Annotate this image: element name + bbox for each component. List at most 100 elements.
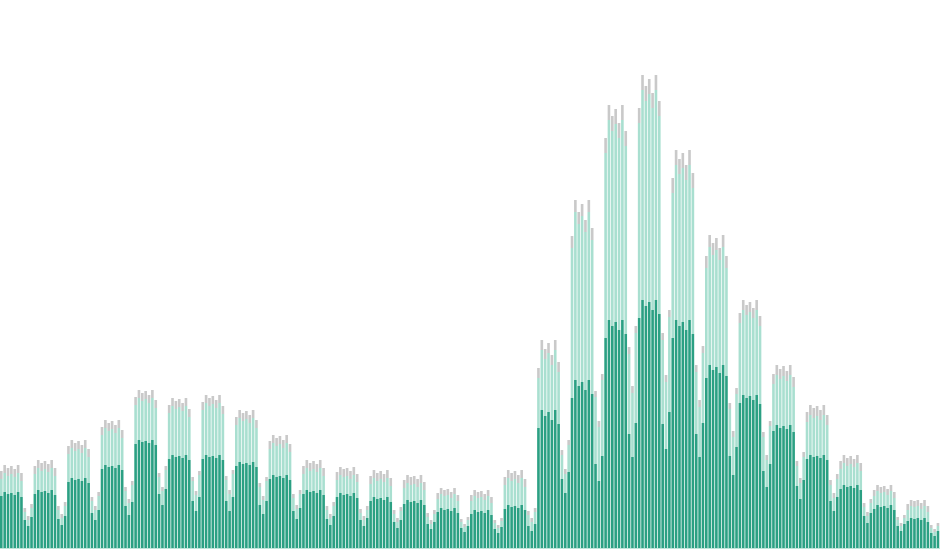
bar-segment-gray <box>782 366 785 376</box>
bar-segment-light <box>231 474 235 497</box>
bar-segment-light <box>728 409 732 456</box>
bar-segment-dark <box>134 444 137 548</box>
bar-segment-light <box>228 494 231 511</box>
bar-segment-gray <box>600 374 604 380</box>
bar-segment-light <box>694 372 698 434</box>
bar-segment-light <box>208 406 211 457</box>
bar-segment-light <box>94 510 97 520</box>
bar-segment-dark <box>3 492 6 548</box>
bar-segment-dark <box>26 526 30 548</box>
bar-segment-light <box>835 479 839 497</box>
bar-segment-gray <box>792 377 795 387</box>
bar-segment-light <box>171 406 174 455</box>
bar-segment-dark <box>825 460 829 548</box>
bar-segment-gray <box>543 349 547 359</box>
bar-segment-dark <box>772 431 775 548</box>
bar-segment-light <box>778 379 782 428</box>
bar-segment-gray <box>795 461 799 466</box>
bar-segment-gray <box>174 401 178 409</box>
bar-segment-dark <box>362 526 366 548</box>
bar-segment-light <box>684 180 688 330</box>
bar-segment-light <box>527 515 530 526</box>
bar-segment-light <box>567 445 570 472</box>
bar-segment-dark <box>913 519 916 548</box>
bar-segment-dark <box>167 459 171 548</box>
bar-segment-gray <box>705 256 708 268</box>
bar-segment-gray <box>607 105 611 120</box>
bar-segment-light <box>275 446 278 477</box>
bar-segment-gray <box>664 375 668 382</box>
bar-segment-dark <box>503 509 507 548</box>
bar-segment-dark <box>83 478 87 548</box>
bar-segment-light <box>399 511 403 520</box>
bar-segment-gray <box>443 490 446 496</box>
bar-segment-gray <box>379 471 382 479</box>
bar-segment-dark <box>671 338 675 548</box>
bar-segment-gray <box>463 524 466 527</box>
bar-segment-dark <box>496 533 500 548</box>
bar-segment-gray <box>449 492 453 498</box>
bar-segment-gray <box>594 391 597 397</box>
bar-segment-dark <box>520 505 523 548</box>
bar-segment-light <box>218 403 221 455</box>
bar-segment-gray <box>211 396 215 404</box>
bar-segment-light <box>423 490 426 505</box>
bar-segment-dark <box>214 458 218 548</box>
bar-segment-gray <box>372 470 376 478</box>
bar-segment-gray <box>550 355 554 365</box>
bar-segment-dark <box>399 520 403 548</box>
bar-segment-gray <box>678 159 681 174</box>
bar-segment-dark <box>392 522 396 548</box>
bar-segment-dark <box>389 502 393 548</box>
bar-segment-dark <box>117 465 121 548</box>
bar-segment-dark <box>778 428 782 548</box>
bar-segment-gray <box>77 441 80 449</box>
bar-segment-gray <box>822 405 826 415</box>
bar-segment-gray <box>530 518 534 522</box>
bar-segment-gray <box>194 491 198 495</box>
bar-segment-gray <box>302 466 305 474</box>
bar-segment-light <box>419 483 423 500</box>
bar-segment-light <box>711 255 715 370</box>
bar-segment-light <box>839 469 842 489</box>
bar-segment-dark <box>94 520 97 548</box>
bar-segment-dark <box>570 398 574 548</box>
bar-segment-gray <box>177 399 181 407</box>
bar-segment-dark <box>600 456 604 548</box>
bar-segment-dark <box>33 494 37 548</box>
bar-segment-gray <box>161 487 164 491</box>
bar-segment-dark <box>329 525 332 548</box>
bar-segment-gray <box>298 490 302 494</box>
bar-segment-light <box>664 382 668 449</box>
bar-segment-gray <box>104 420 107 428</box>
bar-segment-light <box>876 491 879 505</box>
bar-segment-light <box>365 510 369 518</box>
bar-segment-light <box>107 431 111 467</box>
bar-segment-dark <box>668 412 671 548</box>
bar-segment-gray <box>120 430 124 438</box>
bar-segment-dark <box>594 464 597 548</box>
bar-segment-light <box>772 384 775 431</box>
bar-segment-light <box>23 512 27 520</box>
bar-segment-light <box>53 476 57 495</box>
bar-segment-dark <box>856 485 859 548</box>
bar-segment-light <box>896 520 899 526</box>
bar-segment-light <box>329 518 332 525</box>
bar-segment-dark <box>916 518 920 548</box>
bar-segment-dark <box>429 529 433 548</box>
bar-segment-gray <box>26 516 30 520</box>
bar-segment-dark <box>822 455 826 548</box>
bar-segment-gray <box>560 450 564 455</box>
bar-segment-gray <box>570 236 574 248</box>
bar-segment-dark <box>627 434 631 548</box>
bar-segment-gray <box>597 421 601 427</box>
bar-segment-dark <box>553 410 557 548</box>
bar-segment-dark <box>130 502 134 548</box>
bar-segment-gray <box>731 431 735 437</box>
bar-segment-light <box>359 513 362 520</box>
bar-segment-light <box>812 418 816 457</box>
bar-segment-gray <box>802 452 805 457</box>
bar-segment-dark <box>681 322 685 548</box>
bar-segment-gray <box>768 421 772 426</box>
bar-segment-gray <box>668 310 671 317</box>
